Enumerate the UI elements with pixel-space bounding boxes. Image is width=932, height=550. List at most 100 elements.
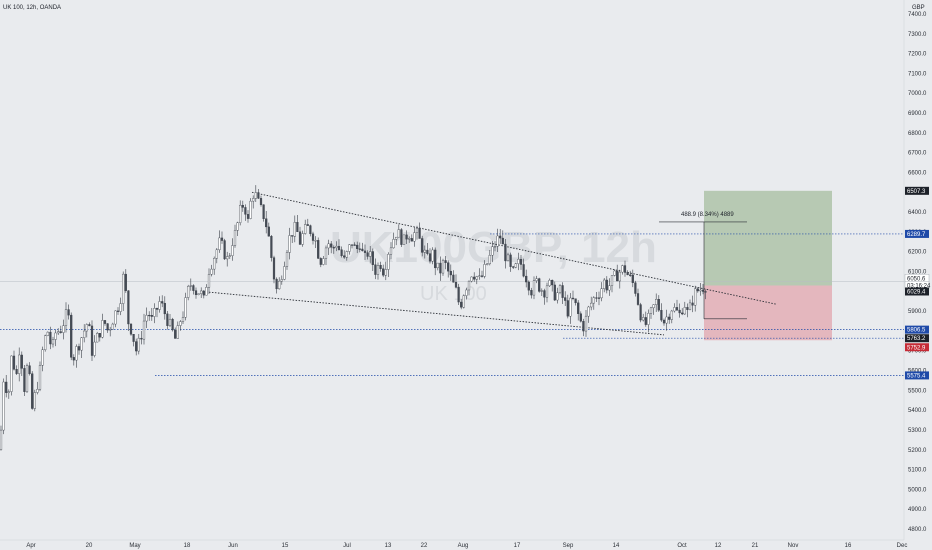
candle-body	[493, 246, 497, 248]
candle-body	[257, 192, 260, 199]
candle-body	[46, 331, 49, 336]
candle-body	[548, 279, 551, 287]
candle-body	[226, 256, 229, 260]
price-tag	[905, 229, 929, 238]
candle-body	[517, 258, 520, 264]
candles	[0, 185, 707, 451]
candle-body	[85, 324, 88, 332]
candle-body	[5, 381, 8, 393]
price-tag-label: 5763.2	[907, 336, 926, 342]
trendline-upper[interactable]	[251, 191, 777, 305]
candle-body	[59, 331, 62, 333]
candle-body	[379, 265, 382, 269]
currency-label: GBP	[912, 5, 925, 11]
candle-body	[241, 204, 244, 208]
time-tick-label: 14	[613, 543, 620, 549]
candle-body	[77, 346, 81, 351]
candle-body	[564, 297, 567, 301]
time-axis[interactable]: Apr 20 May 18 Jun 15 Jul 13 22 Aug 17 Sep 14 Oct 12 21 N…	[26, 543, 907, 549]
time-tick-label: Sep	[563, 543, 574, 549]
candle-body	[460, 301, 463, 308]
candle-body	[25, 365, 29, 392]
candle-body	[239, 204, 242, 223]
candle-body	[423, 249, 426, 253]
candle-body	[353, 244, 356, 246]
candle-body	[80, 337, 83, 351]
price-tag	[905, 371, 929, 380]
candle-body	[44, 335, 47, 350]
candle-body	[457, 287, 460, 303]
candle-body	[36, 389, 39, 393]
candle-body	[553, 284, 556, 301]
candle-body	[335, 245, 338, 248]
candle-body	[319, 258, 322, 265]
time-tick-label: 20	[86, 543, 93, 549]
price-tag-label: 6029.4	[907, 289, 926, 295]
candle-body	[28, 365, 31, 374]
candle-body	[504, 243, 507, 261]
price-tick-label: 6100.0	[908, 270, 927, 276]
price-tick-label: 5300.0	[908, 428, 927, 434]
candle-body	[629, 274, 632, 276]
candle-body	[348, 244, 351, 252]
measure-label: 488.9 (8.34%) 4889	[681, 212, 734, 218]
candle-body	[153, 308, 156, 317]
candle-body	[475, 276, 478, 280]
symbol-title[interactable]: UK 100, 12h, OANDA	[3, 5, 61, 11]
time-tick-label: 21	[752, 543, 759, 549]
candle-body	[452, 274, 455, 283]
candle-body	[148, 314, 151, 317]
candle-body	[447, 262, 450, 272]
candle-body	[54, 332, 57, 340]
candle-body	[376, 265, 380, 275]
candle-body	[350, 244, 354, 246]
candle-body	[174, 329, 177, 339]
candle-body	[512, 266, 515, 268]
candle-body	[652, 304, 655, 309]
time-tick-label: 13	[385, 543, 392, 549]
candle-body	[228, 255, 231, 257]
candle-body	[278, 280, 281, 290]
candle-body	[88, 324, 91, 327]
horizontal-levels[interactable]	[0, 233, 904, 376]
candle-body	[600, 288, 603, 299]
price-axis[interactable]: 7400.0 7300.0 7200.0 7100.0 7000.0 6900.0 6800…	[908, 12, 927, 533]
candle-body	[532, 280, 536, 296]
candle-body	[288, 235, 291, 253]
candle-body	[184, 297, 187, 318]
candle-body	[124, 273, 127, 291]
candle-body	[129, 323, 133, 335]
time-tick-label: 17	[514, 543, 521, 549]
candle-body	[382, 268, 385, 276]
candle-body	[631, 274, 634, 283]
candle-body	[618, 271, 621, 282]
time-tick-label: Nov	[788, 543, 799, 549]
candle-body	[374, 264, 377, 275]
candle-body	[189, 285, 192, 287]
loss-zone[interactable]	[704, 285, 832, 341]
candle-body	[343, 255, 346, 258]
candle-body	[590, 302, 593, 308]
candle-body	[23, 368, 26, 392]
candle-body	[478, 275, 481, 277]
candle-body	[301, 233, 304, 245]
candle-body	[577, 302, 580, 314]
candle-body	[660, 310, 663, 321]
candle-body	[324, 247, 328, 259]
candle-body	[426, 249, 429, 254]
candle-body	[259, 198, 263, 205]
candle-body	[83, 330, 86, 338]
candle-body	[556, 292, 559, 301]
profit-zone[interactable]	[704, 190, 832, 286]
candle-body	[499, 235, 502, 239]
candle-body	[194, 290, 198, 295]
candle-body	[114, 310, 117, 325]
candle-body	[38, 365, 42, 390]
price-tick-label: 5200.0	[908, 448, 927, 454]
candle-body	[514, 263, 517, 268]
candle-body	[501, 237, 504, 245]
candle-body	[467, 280, 471, 291]
candle-body	[72, 357, 75, 361]
candle-body	[267, 226, 270, 237]
